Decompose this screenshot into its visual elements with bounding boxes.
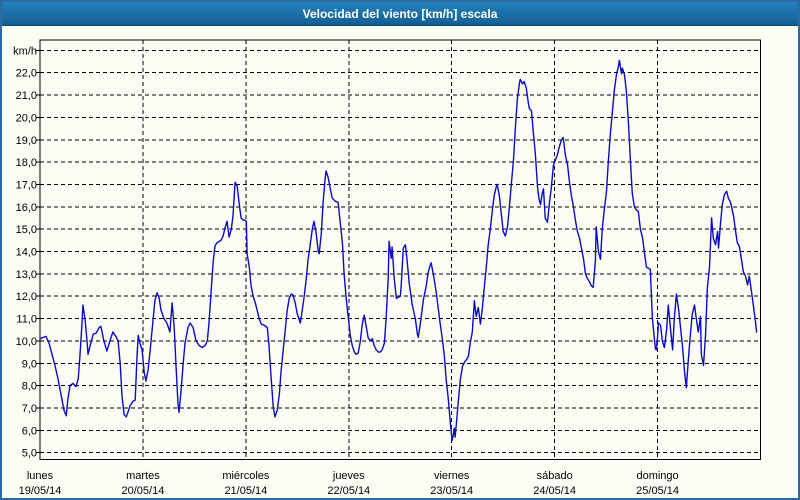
wind-speed-line-chart: km/h 22,0 21,0 20,0 19,0 18,0 17,0 16,0 15,0 14,0… (13, 39, 762, 497)
y-tick-label: 13,0 (16, 269, 37, 281)
y-tick-label: 5,0 (22, 448, 37, 460)
y-tick-label: 11,0 (16, 314, 37, 326)
plot-frame (39, 39, 762, 461)
x-date-label: 24/05/14 (533, 485, 576, 497)
y-tick-label: 14,0 (16, 247, 37, 259)
y-tick-label: 21,0 (16, 90, 37, 102)
y-tick-label: 6,0 (22, 425, 37, 437)
x-date-label: 19/05/14 (19, 485, 62, 497)
x-date-label: 25/05/14 (636, 485, 679, 497)
y-tick-label: 7,0 (22, 403, 37, 415)
y-tick-label: 16,0 (16, 202, 37, 214)
x-day-label: domingo (636, 470, 678, 482)
x-date-label: 21/05/14 (224, 485, 267, 497)
y-tick-label: 8,0 (22, 381, 37, 393)
y-tick-label: 19,0 (16, 135, 37, 147)
y-tick-label: 22,0 (16, 68, 37, 80)
chart-title-bar: Velocidad del viento [km/h] escala (2, 2, 798, 26)
y-tick-label: 15,0 (16, 224, 37, 236)
x-date-label: 20/05/14 (122, 485, 165, 497)
chart-title: Velocidad del viento [km/h] escala (302, 6, 498, 21)
x-day-label: sábado (537, 470, 573, 482)
y-tick-label: 18,0 (16, 157, 37, 169)
y-axis-unit-label: km/h (13, 45, 37, 57)
x-date-label: 23/05/14 (430, 485, 473, 497)
x-day-label: miércoles (222, 470, 270, 482)
x-day-label: martes (126, 470, 160, 482)
x-day-label: jueves (332, 470, 365, 482)
x-date-label: 22/05/14 (327, 485, 370, 497)
y-tick-label: 12,0 (16, 291, 37, 303)
y-tick-label: 10,0 (16, 336, 37, 348)
y-tick-label: 9,0 (22, 358, 37, 370)
y-tick-label: 20,0 (16, 112, 37, 124)
x-day-label: viernes (434, 470, 470, 482)
x-day-label: lunes (27, 470, 54, 482)
y-tick-label: 17,0 (16, 179, 37, 191)
wind-speed-line (39, 59, 758, 442)
